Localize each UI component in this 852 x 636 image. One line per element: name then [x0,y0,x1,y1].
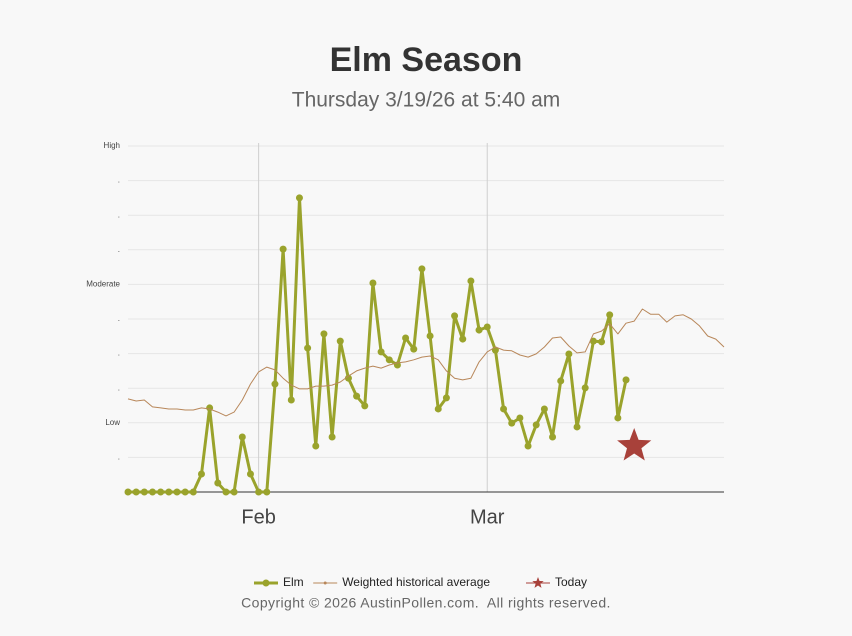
elm-point [271,380,279,388]
elm-point [532,421,540,429]
elm-point [614,414,622,422]
elm-point [222,488,230,496]
elm-point [157,488,165,496]
elm-point [565,350,573,358]
elm-point [279,245,287,253]
elm-point [426,332,434,340]
elm-point [589,337,597,345]
elm-point [410,345,418,353]
elm-point [500,405,508,413]
elm-point [467,277,475,285]
y-tick-label: . [118,314,120,323]
elm-point [549,433,557,441]
y-tick-label: . [118,176,120,185]
elm-point [295,194,303,202]
copyright: Copyright © 2026 AustinPollen.com. All r… [241,595,611,611]
legend-label: Weighted historical average [342,575,490,589]
chart-title: Elm Season [330,41,523,79]
chart-subtitle: Thursday 3/19/26 at 5:40 am [292,89,561,112]
elm-point [516,414,524,422]
average-line [127,308,725,417]
elm-point [573,423,581,431]
elm-point [344,374,352,382]
elm-point [540,405,548,413]
elm-point [606,311,614,319]
elm-point [508,419,516,427]
legend-label: Elm [283,575,304,589]
y-tick-label: . [118,210,120,219]
elm-point [475,326,483,334]
elm-point [459,335,467,343]
y-tick-label: . [118,453,120,462]
elm-point [255,488,263,496]
elm-point [377,348,385,356]
elm-point [369,279,377,287]
elm-point [238,433,246,441]
elm-line [128,196,628,494]
elm-point [189,488,197,496]
elm-point [165,488,173,496]
legend-swatch [262,579,270,587]
elm-point [304,344,312,352]
elm-point [483,323,491,331]
y-tick-label: . [118,245,120,254]
elm-point [148,488,156,496]
elm-point [197,470,205,478]
elm-point [622,376,630,384]
elm-point [557,377,565,385]
elm-point [336,337,344,345]
elm-point [124,488,132,496]
elm-point [328,433,336,441]
elm-point [263,488,271,496]
y-tick-label: High [104,141,120,150]
legend-swatch [532,577,544,588]
elm-point [181,488,189,496]
today-star [617,428,652,461]
legend-label: Today [555,575,587,589]
elm-point [132,488,140,496]
elm-point [402,334,410,342]
elm-point [451,312,459,320]
x-tick-label: Feb [241,506,275,528]
y-tick-label: Moderate [86,280,120,289]
elm-point [320,330,328,338]
x-tick-label: Mar [470,506,505,528]
elm-point [442,394,450,402]
elm-point [385,356,393,364]
y-tick-label: Low [105,418,120,427]
elm-point [353,392,361,400]
elm-point [287,396,295,404]
elm-point [230,488,238,496]
elm-point [312,442,320,450]
y-tick-label: . [118,349,120,358]
elm-point [361,402,369,410]
elm-point [246,470,254,478]
elm-point [581,384,589,392]
elm-point [598,338,606,346]
elm-point [214,479,222,487]
elm-point [418,265,426,273]
elm-point [434,405,442,413]
elm-point [140,488,148,496]
y-tick-label: . [118,383,120,392]
legend-swatch [323,581,327,585]
elm-point [524,442,532,450]
elm-point [173,488,181,496]
